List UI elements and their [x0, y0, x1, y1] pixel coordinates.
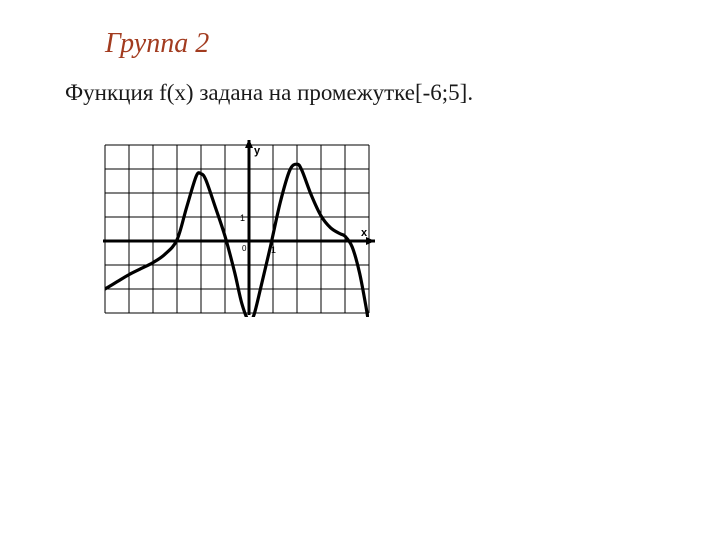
y-tick-1: 1: [240, 213, 245, 223]
x-tick-1: 1: [271, 245, 276, 255]
function-chart: 0 1 1 х у: [100, 140, 380, 335]
slide: { "title": "Группа 2", "subtitle": "Функ…: [0, 0, 720, 540]
function-curve: [105, 164, 369, 325]
y-axis-arrow: [245, 140, 253, 148]
y-axis-label: у: [254, 145, 261, 157]
slide-title: Группа 2: [105, 28, 209, 60]
origin-label: 0: [242, 244, 247, 253]
x-axis-arrow: [366, 237, 375, 245]
x-axis-label: х: [361, 227, 368, 239]
slide-subtitle: Функция f(x) задана на промежутке[-6;5].: [65, 80, 473, 106]
chart-svg: 0 1 1 х у: [100, 140, 380, 330]
